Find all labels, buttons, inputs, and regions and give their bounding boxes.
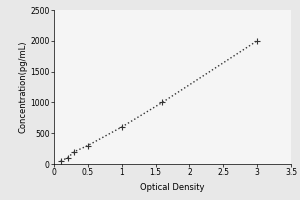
- X-axis label: Optical Density: Optical Density: [140, 183, 205, 192]
- Y-axis label: Concentration(pg/mL): Concentration(pg/mL): [19, 41, 28, 133]
